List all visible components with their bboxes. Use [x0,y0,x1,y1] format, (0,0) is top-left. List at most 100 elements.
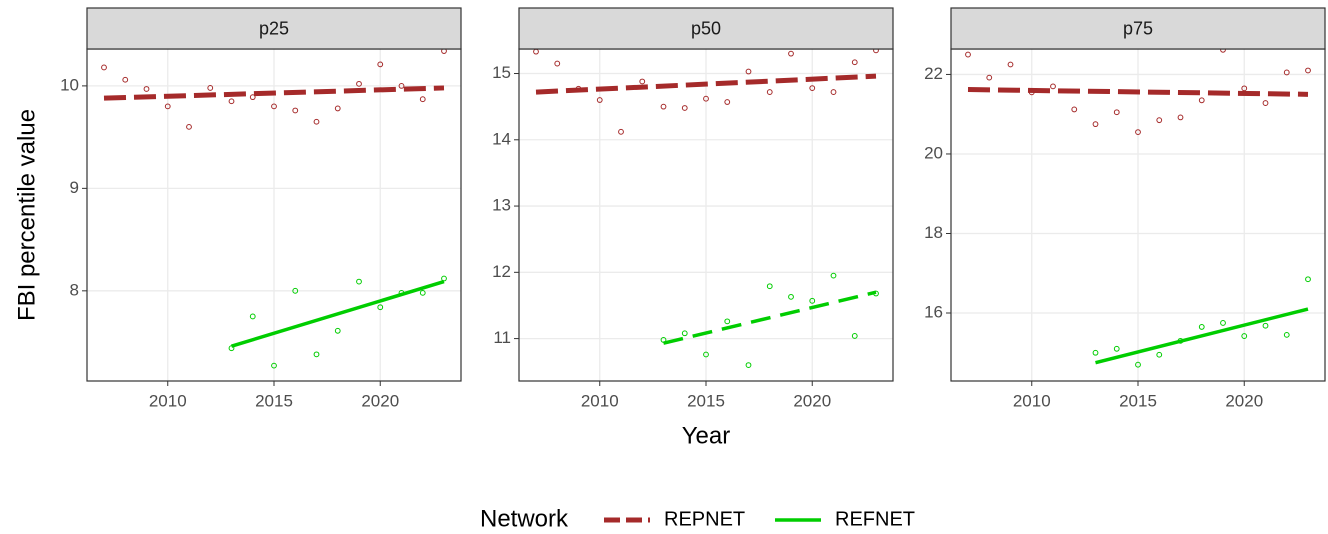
point [207,85,214,91]
y-axis-title: FBI percentile value [13,109,40,321]
x-tick-label: 2010 [1013,391,1051,410]
trend-line [535,73,877,95]
trend-line [967,87,1309,97]
point [788,50,794,57]
point [851,59,858,66]
point [186,123,192,130]
point [334,327,341,334]
point [1156,117,1163,124]
point [377,61,384,68]
point [334,105,341,112]
strip-label: p25 [259,18,289,38]
y-tick-label: 9 [70,178,79,197]
point [766,89,773,95]
y-tick-label: 22 [924,64,943,83]
point [703,95,709,102]
y-tick-label: 16 [924,302,943,321]
point [101,64,107,71]
point [1092,349,1099,356]
legend-label: REPNET [664,508,745,530]
y-tick-label: 18 [924,223,943,242]
strip [86,7,462,50]
point [122,76,129,83]
point [851,333,858,339]
x-tick-label: 2015 [687,391,725,410]
x-axis-title: Year [682,422,731,449]
point [745,68,752,75]
legend-label: REFNET [835,508,915,530]
point [724,318,731,325]
point [419,289,426,296]
strip-label: p50 [691,18,721,38]
point [703,351,709,358]
point [1198,324,1205,330]
point [745,362,752,368]
point [596,97,603,103]
point [313,118,320,125]
trend-line [663,290,877,345]
y-tick-label: 11 [493,328,511,347]
point [724,99,731,105]
point [660,103,667,110]
y-tick-label: 14 [492,129,511,148]
point [398,82,405,89]
point [1241,85,1248,92]
y-tick-label: 12 [492,262,511,281]
strip [950,7,1326,50]
point [164,103,171,110]
trend-line [103,85,445,101]
x-tick-label: 2020 [361,391,399,410]
point [986,74,993,81]
point [1113,109,1120,116]
x-tick-label: 2010 [149,391,187,410]
point [1283,331,1290,338]
point [1050,83,1056,90]
point [1305,67,1311,74]
point [419,96,426,103]
legend-title: Network [480,505,569,532]
point [441,275,447,282]
point [1071,106,1078,113]
point [1220,320,1226,326]
point [1007,61,1014,68]
point [1113,345,1120,352]
point [965,51,971,58]
point [554,60,561,67]
trend-line [1095,307,1309,365]
point [639,78,646,85]
point [356,80,362,87]
point [1262,100,1269,106]
point [809,85,816,91]
point [1092,121,1099,128]
point [788,293,794,300]
point [766,283,773,290]
x-tick-label: 2015 [255,391,293,410]
point [228,98,235,105]
point [313,351,320,358]
y-tick-label: 10 [60,75,79,94]
point [1241,333,1248,339]
point [809,297,816,304]
y-tick-label: 13 [492,196,511,215]
point [377,304,384,311]
point [1262,322,1269,329]
point [1135,361,1141,368]
point [1305,276,1311,283]
y-tick-label: 20 [924,143,943,162]
x-tick-label: 2015 [1119,391,1157,410]
point [1283,69,1290,76]
point [356,278,362,285]
strip [518,7,894,50]
point [1198,97,1205,104]
point [1156,351,1163,358]
point [271,362,277,369]
x-tick-label: 2020 [793,391,831,410]
point [249,94,256,101]
point [271,103,277,110]
point [830,272,837,279]
strip-label: p75 [1123,18,1153,38]
point [143,86,150,92]
y-tick-label: 15 [492,63,511,82]
point [1177,114,1184,121]
